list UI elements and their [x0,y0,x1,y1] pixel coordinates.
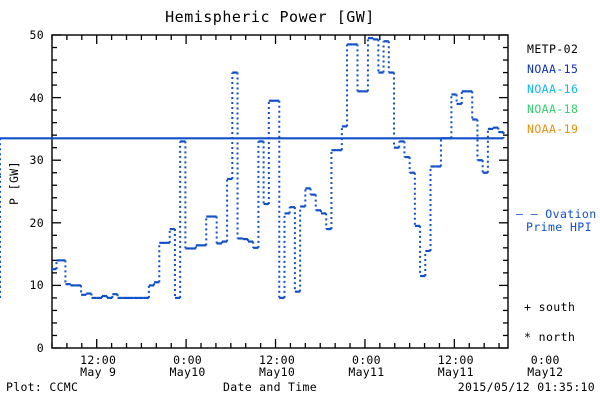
marker-symbol-south: + [524,300,539,314]
page-title: Hemispheric Power [GW] [165,8,375,26]
y-tick-label: 20 [29,215,44,230]
y-tick-label: 10 [29,278,44,293]
x-tick-time: 0:00 [530,353,560,367]
legend-marker-south[interactable]: + south [524,300,575,314]
legend-item-metp-02[interactable]: METP-02 [527,42,579,56]
y-tick-label: 40 [29,90,44,105]
marker-label-north: north [538,330,576,344]
x-tick-label: 12:00 May11 [421,354,491,378]
x-tick-date: May10 [258,365,296,379]
legend-item-noaa-15[interactable]: NOAA-15 [527,62,579,76]
x-tick-label: 12:00 May10 [242,354,312,378]
y-tick-label: 0 [36,341,44,355]
data-series-group [0,37,505,300]
marker-symbol-north: * [524,330,539,344]
legend-item-ovation-prime-hpi[interactable]: — — Ovation Prime HPI [516,208,597,234]
y-tick-label: 50 [29,28,44,42]
x-tick-time: 12:00 [258,353,296,367]
plot-source-label: Plot: CCMC [6,380,79,394]
x-tick-time: 12:00 [80,353,117,367]
x-tick-time: 0:00 [173,353,203,367]
ovation-label-line2: Prime HPI [526,220,592,234]
timestamp-label: 2015/05/12 01:35:10 [457,380,595,394]
axes-group [51,34,509,349]
x-tick-date: May10 [169,365,206,379]
legend-item-noaa-18[interactable]: NOAA-18 [527,102,579,116]
ovation-line-marker: — — [516,207,546,221]
x-tick-label: 0:00 May11 [331,354,401,378]
x-tick-date: May12 [527,365,564,379]
x-tick-time: 0:00 [351,353,381,367]
legend-item-noaa-19[interactable]: NOAA-19 [527,122,579,136]
marker-label-south: south [538,300,576,314]
ovation-label-line1: Ovation [545,207,597,221]
y-tick-label: 30 [29,153,44,168]
legend-marker-north[interactable]: * north [524,330,575,344]
x-tick-date: May11 [348,365,385,379]
x-tick-date: May11 [437,365,474,379]
x-tick-time: 12:00 [437,353,474,367]
legend-item-noaa-16[interactable]: NOAA-16 [527,82,579,96]
x-tick-date: May 9 [80,365,117,379]
x-tick-label: 0:00 May12 [510,354,580,378]
x-tick-label: 12:00 May 9 [63,354,133,378]
x-axis-title: Date and Time [223,380,317,394]
x-tick-label: 0:00 May10 [153,354,223,378]
